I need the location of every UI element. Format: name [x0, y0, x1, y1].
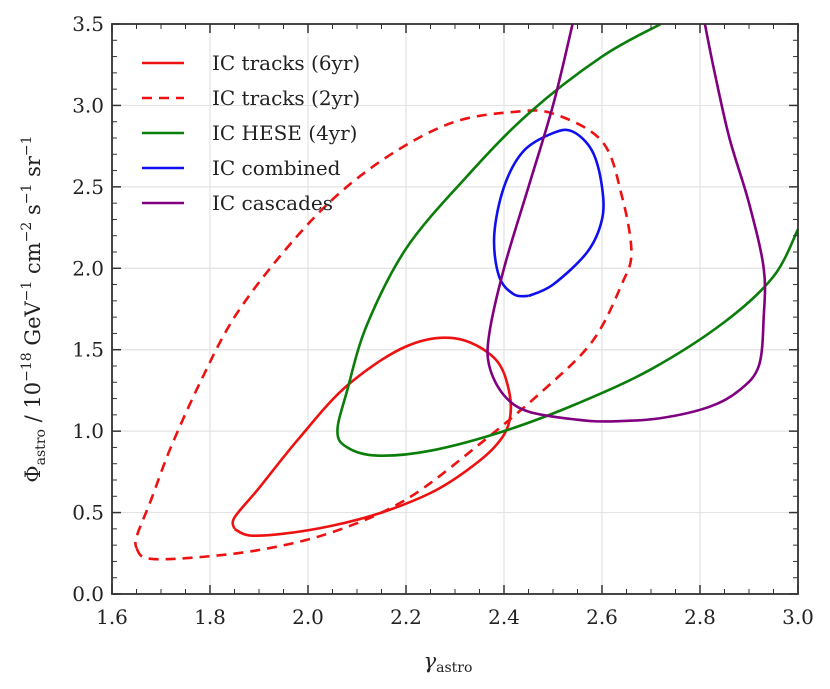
- contour-lines: [134, 24, 798, 561]
- legend: IC tracks (6yr) IC tracks (2yr) IC HESE (4…: [142, 51, 360, 215]
- y-tick-label: 0.5: [72, 501, 104, 525]
- x-axis-label: γastro: [424, 649, 473, 676]
- x-tick-label: 2.8: [684, 605, 716, 629]
- x-tick-label: 2.0: [292, 605, 324, 629]
- y-tick-label: 2.5: [72, 175, 104, 199]
- tick-labels: 1.6 1.8 2.0 2.2 2.4 2.6 2.8 3.0 0.0 0.5 1.0 1.5 2.0 2…: [72, 12, 814, 629]
- grid: [111, 23, 799, 595]
- x-tick-label: 1.6: [96, 605, 128, 629]
- plot-frame: [111, 23, 799, 595]
- series-ic-cascades: [486, 24, 767, 423]
- y-tick-label: 2.0: [72, 256, 104, 280]
- y-tick-label: 0.0: [72, 582, 104, 606]
- x-tick-label: 1.8: [194, 605, 226, 629]
- legend-label-ic-combined: IC combined: [212, 156, 341, 180]
- legend-label-ic-cascades: IC cascades: [212, 191, 333, 215]
- y-tick-label: 3.0: [72, 93, 104, 117]
- y-tick-label: 1.5: [72, 338, 104, 362]
- y-axis-label: Φastro / 10−18 GeV−1 cm−2 s−1 sr−1: [19, 135, 49, 482]
- legend-label-ic-hese-4yr: IC HESE (4yr): [212, 121, 357, 145]
- series-ic-hese-4yr: [336, 24, 798, 458]
- series-ic-combined: [492, 128, 605, 298]
- x-tick-label: 2.4: [488, 605, 520, 629]
- series-ic-tracks-2yr: [134, 109, 633, 561]
- x-tick-label: 2.6: [586, 605, 618, 629]
- legend-label-ic-tracks-6yr: IC tracks (6yr): [212, 51, 360, 75]
- y-tick-label: 1.0: [72, 419, 104, 443]
- x-tick-label: 3.0: [782, 605, 814, 629]
- x-tick-label: 2.2: [390, 605, 422, 629]
- legend-label-ic-tracks-2yr: IC tracks (2yr): [212, 86, 360, 110]
- y-tick-label: 3.5: [72, 12, 104, 36]
